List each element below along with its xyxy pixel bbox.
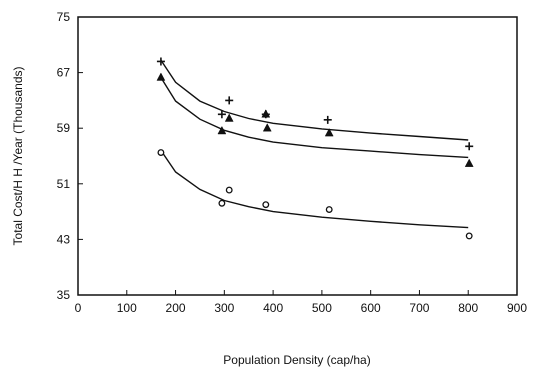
fit-curve-2 xyxy=(160,77,469,159)
data-point-circle xyxy=(325,206,333,213)
data-point-circle xyxy=(218,199,226,207)
axis-ticks xyxy=(77,16,518,296)
x-tick-label: 700 xyxy=(409,301,429,315)
x-axis-title: Population Density (cap/ha) xyxy=(223,353,370,367)
data-point-circle xyxy=(225,186,233,194)
y-tick-label: 67 xyxy=(57,66,71,80)
data-point-triangle xyxy=(464,158,474,167)
x-tick-label: 600 xyxy=(361,301,381,315)
data-point-triangle xyxy=(324,128,334,137)
data-point-plus xyxy=(225,96,234,105)
x-tick-label: 500 xyxy=(312,301,332,315)
y-tick-label: 43 xyxy=(57,232,71,246)
x-tick-label: 900 xyxy=(507,301,527,315)
data-point-plus xyxy=(217,110,226,119)
y-tick-label: 59 xyxy=(57,121,71,135)
data-point-triangle xyxy=(261,109,271,118)
data-point-triangle xyxy=(217,125,227,135)
fit-curve-3 xyxy=(160,150,469,229)
x-tick-label: 400 xyxy=(263,301,283,315)
x-tick-label: 200 xyxy=(166,301,186,315)
data-point-triangle xyxy=(224,113,234,122)
y-axis-title: Total Cost/H H /Year (Thousands) xyxy=(11,67,25,246)
x-tick-label: 100 xyxy=(117,301,137,315)
data-point-plus xyxy=(465,142,474,151)
x-tick-label: 800 xyxy=(458,301,478,315)
x-tick-label: 300 xyxy=(214,301,234,315)
data-markers xyxy=(156,57,474,240)
y-tick-labels: 35 43 51 59 67 75 xyxy=(57,10,71,302)
x-tick-labels: 0 100 200 300 400 500 600 700 800 900 xyxy=(75,301,528,315)
data-point-triangle xyxy=(262,123,272,132)
data-point-circle xyxy=(465,232,473,240)
y-tick-label: 51 xyxy=(57,177,71,191)
data-point-triangle xyxy=(156,72,166,81)
data-point-circle xyxy=(157,149,165,156)
plot-frame xyxy=(77,16,518,296)
data-point-plus xyxy=(156,57,165,66)
y-tick-label: 35 xyxy=(57,288,71,302)
fit-curves xyxy=(160,59,469,229)
fit-curve-1 xyxy=(160,59,469,141)
x-tick-label: 0 xyxy=(75,301,82,315)
y-tick-label: 75 xyxy=(57,10,71,24)
data-point-plus xyxy=(323,115,332,124)
data-point-circle xyxy=(262,201,270,209)
